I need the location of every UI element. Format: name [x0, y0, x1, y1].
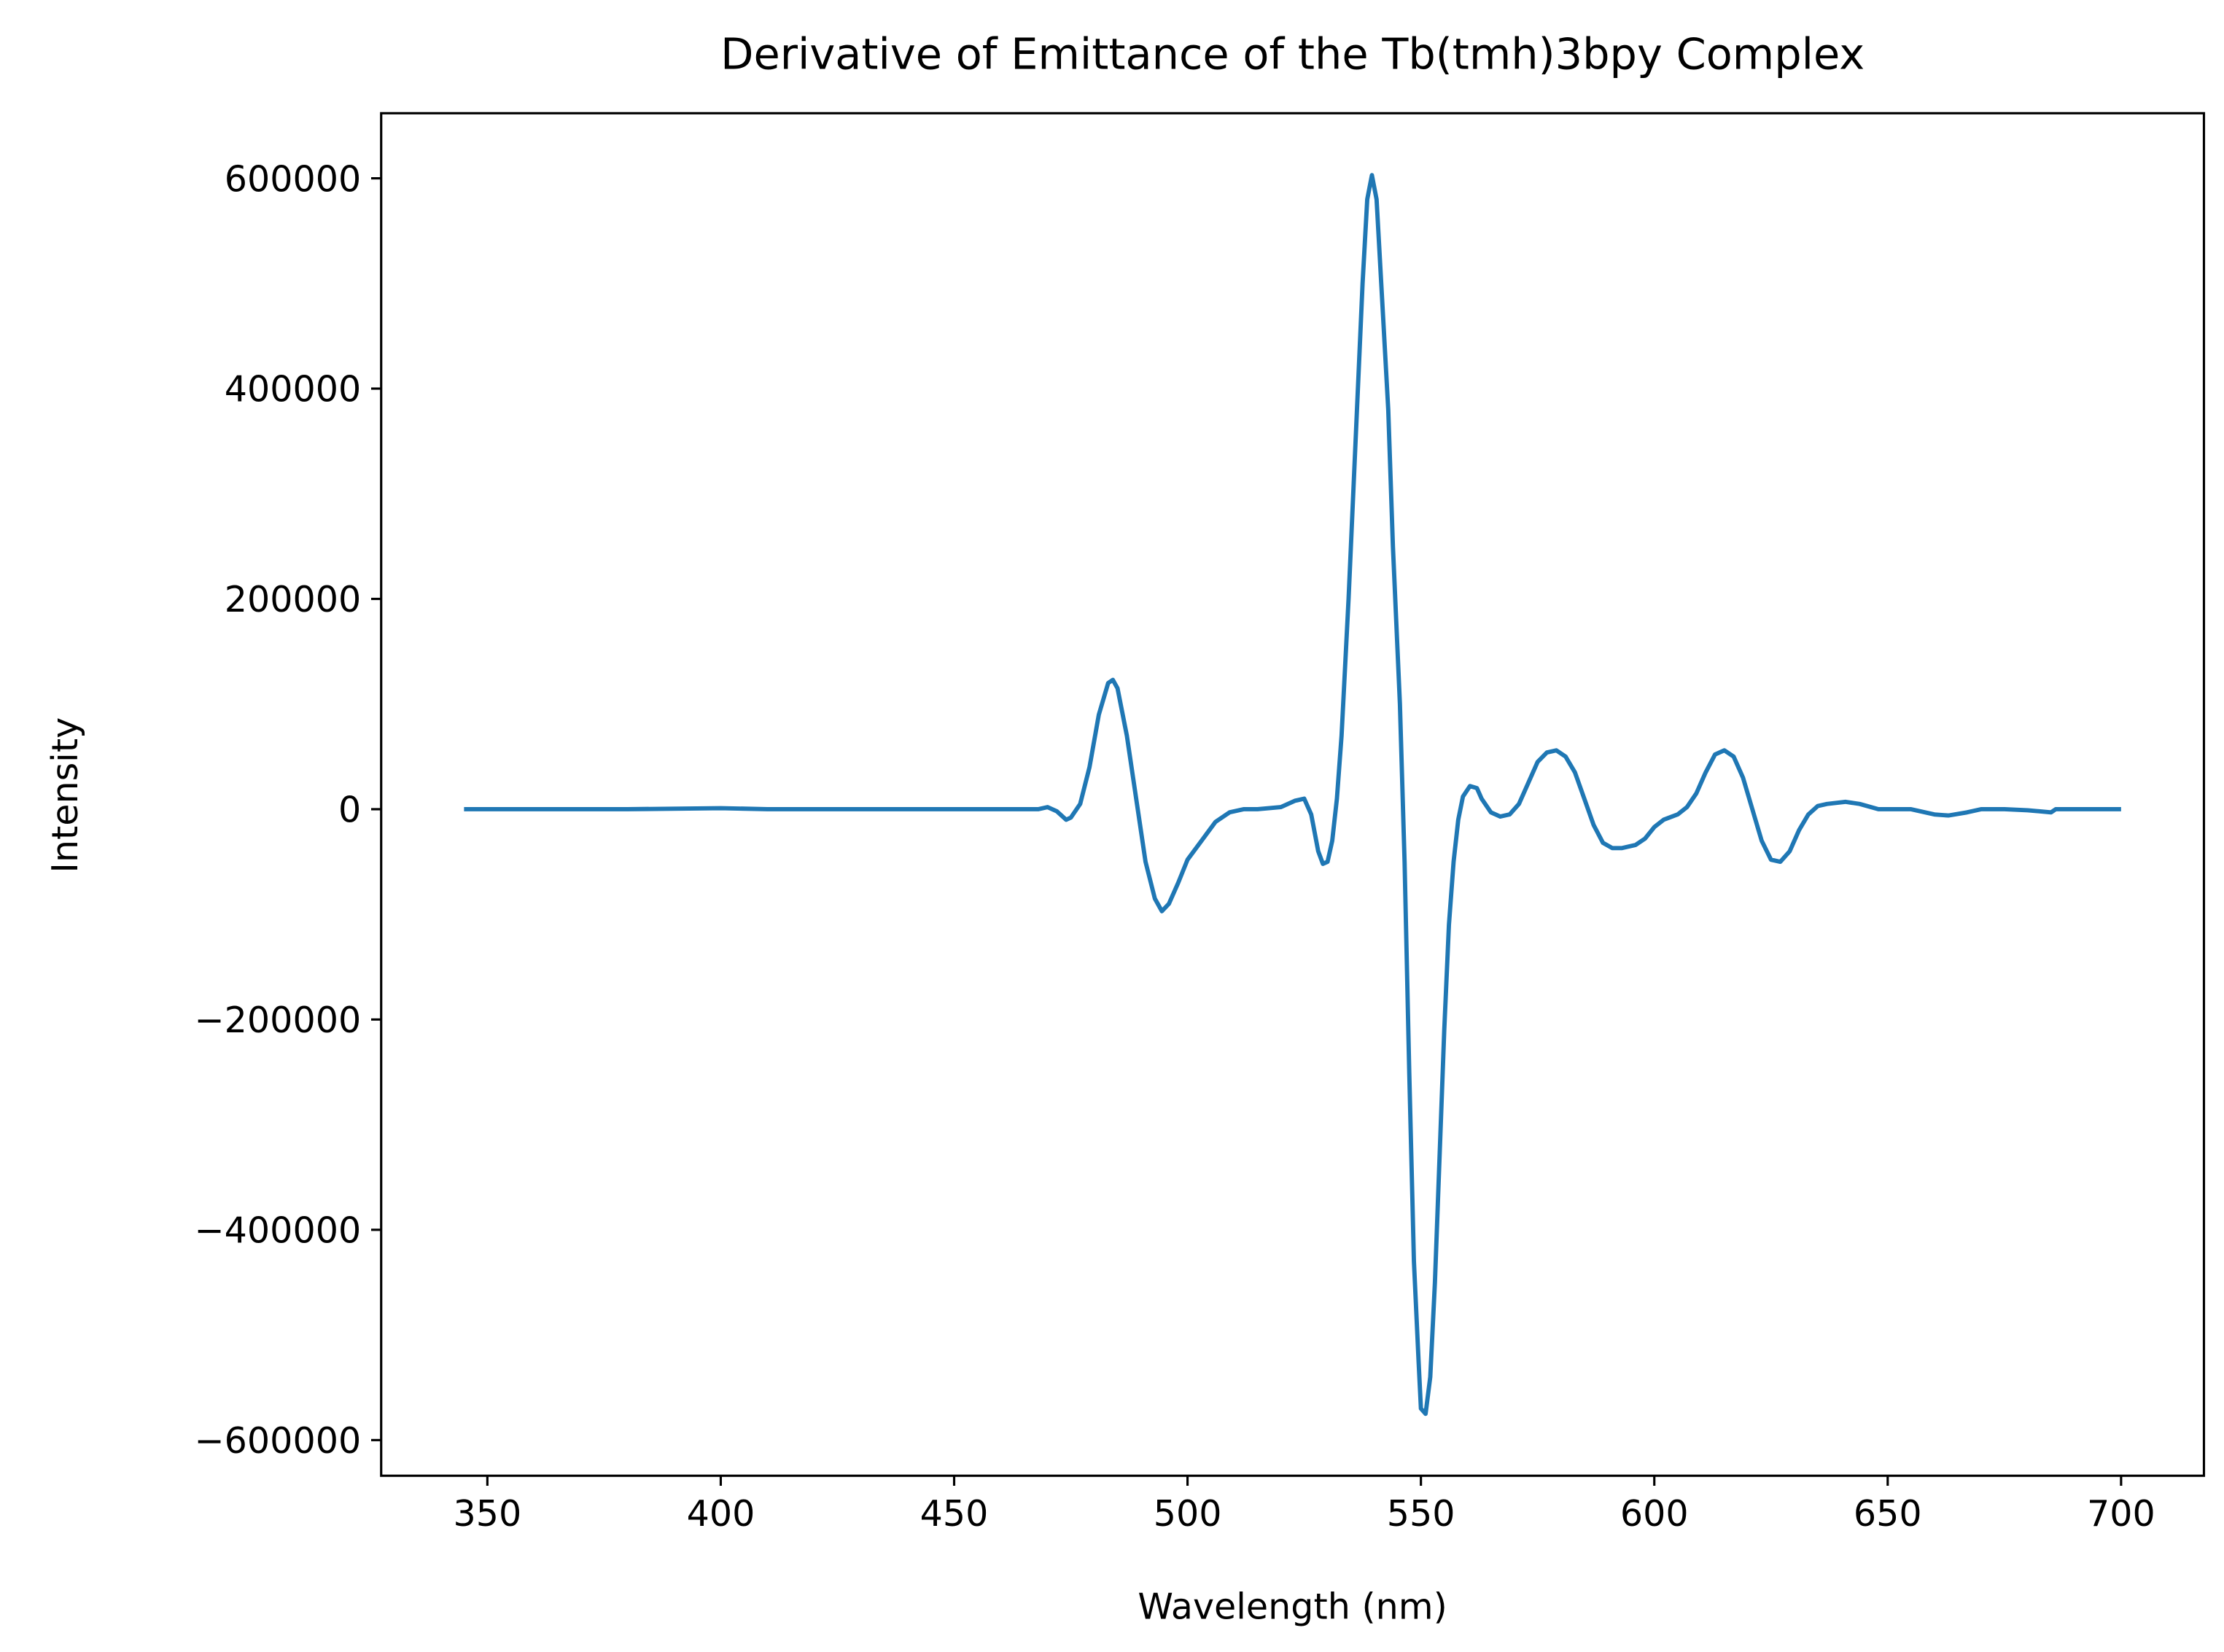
- y-tick-label: 0: [338, 789, 361, 831]
- chart-title: Derivative of Emittance of the Tb(tmh)3b…: [720, 28, 1865, 79]
- y-tick-label: −200000: [195, 999, 362, 1041]
- x-tick-label: 650: [1854, 1492, 1922, 1535]
- x-tick-label: 700: [2087, 1492, 2155, 1535]
- x-axis-label: Wavelength (nm): [1138, 1586, 1447, 1628]
- x-tick-label: 450: [920, 1492, 989, 1535]
- y-axis-label: Intensity: [44, 717, 86, 873]
- data-line: [464, 173, 2121, 1417]
- x-tick-label: 400: [687, 1492, 755, 1535]
- x-tick-label: 350: [453, 1492, 521, 1535]
- plot-frame: [380, 112, 2206, 1477]
- x-tick-label: 550: [1387, 1492, 1455, 1535]
- y-tick-label: −600000: [195, 1419, 362, 1462]
- y-tick-label: −400000: [195, 1209, 362, 1252]
- y-tick-label: 200000: [225, 578, 362, 620]
- x-tick-label: 600: [1620, 1492, 1689, 1535]
- x-tick-label: 500: [1154, 1492, 1222, 1535]
- y-tick-label: 600000: [225, 157, 362, 200]
- y-tick-label: 400000: [225, 368, 362, 410]
